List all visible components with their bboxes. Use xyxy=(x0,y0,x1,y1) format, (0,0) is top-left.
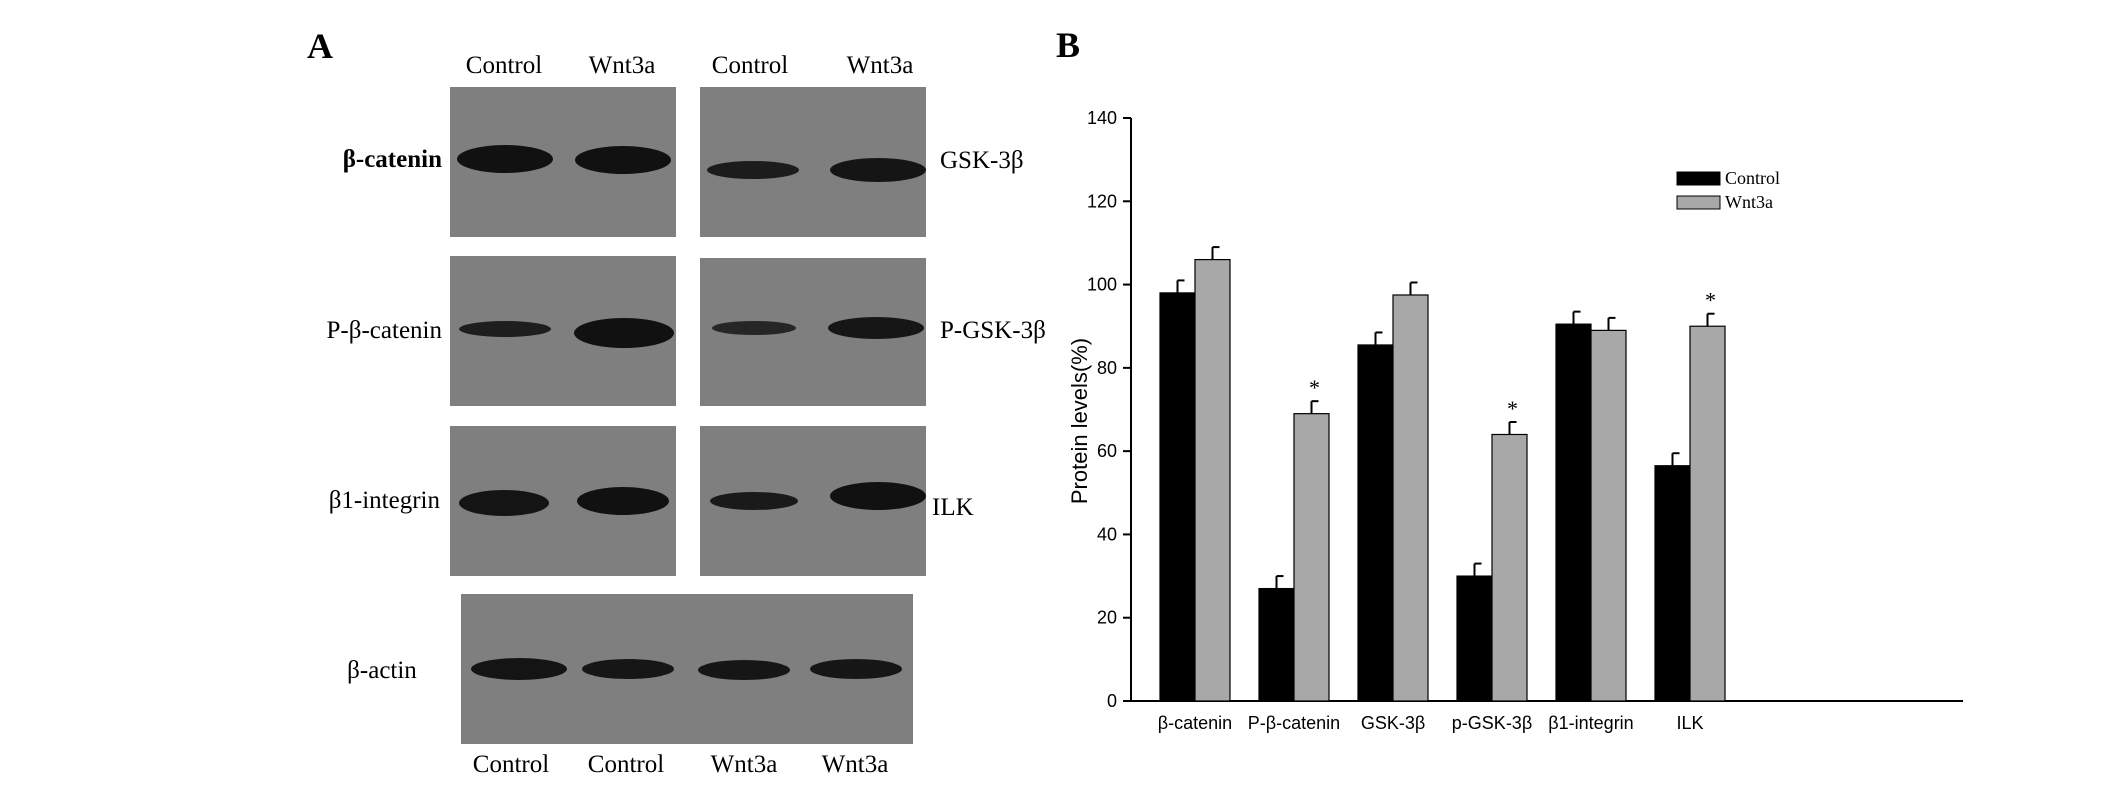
bar-control xyxy=(1456,575,1493,702)
x-tick-label: ILK xyxy=(1676,713,1703,733)
bar-control xyxy=(1555,323,1592,702)
bar-control xyxy=(1159,292,1196,702)
band xyxy=(710,492,798,510)
significance-mark: * xyxy=(1507,396,1518,421)
x-tick-label: β1-integrin xyxy=(1548,713,1633,733)
blot-label-left: P-β-catenin xyxy=(327,317,443,344)
y-tick-label: 60 xyxy=(1097,441,1117,461)
legend-swatch-wnt3a xyxy=(1676,195,1721,210)
top-lane-label: Wnt3a xyxy=(847,52,914,79)
bar-wnt3a xyxy=(1194,258,1231,702)
band xyxy=(830,482,926,510)
band xyxy=(712,321,796,335)
panel-b-letter: B xyxy=(1056,25,1080,65)
x-tick-label: p-GSK-3β xyxy=(1452,713,1532,733)
bar-control xyxy=(1258,587,1295,702)
band xyxy=(457,145,553,173)
legend: Control Wnt3a xyxy=(1676,168,1780,212)
band xyxy=(575,146,671,174)
significance-mark: * xyxy=(1705,288,1716,313)
y-tick-label: 80 xyxy=(1097,358,1117,378)
x-tick-label: P-β-catenin xyxy=(1248,713,1340,733)
bar-wnt3a xyxy=(1689,325,1726,702)
band xyxy=(459,490,549,516)
x-tick-labels: β-catenin P-β-catenin GSK-3β p-GSK-3β β1-int… xyxy=(1158,713,1704,733)
y-tick-label: 120 xyxy=(1087,191,1117,211)
bottom-lane-label: Wnt3a xyxy=(822,751,889,778)
x-tick-label: GSK-3β xyxy=(1361,713,1425,733)
blot-label-left: β-catenin xyxy=(343,146,442,173)
band xyxy=(830,158,926,182)
band xyxy=(582,659,674,679)
bar-wnt3a xyxy=(1590,329,1627,702)
y-axis-title: Protein levels(%) xyxy=(1067,338,1092,504)
band xyxy=(574,318,674,348)
top-lane-label: Control xyxy=(466,52,542,79)
bar-control xyxy=(1357,344,1394,702)
legend-swatch-control xyxy=(1676,171,1721,186)
y-tick-label: 0 xyxy=(1107,691,1117,711)
legend-label-wnt3a: Wnt3a xyxy=(1725,192,1773,212)
bar-wnt3a xyxy=(1293,413,1330,702)
band xyxy=(810,659,902,679)
panel-a-letter: A xyxy=(307,26,333,66)
band xyxy=(828,317,924,339)
y-tick-label: 140 xyxy=(1087,108,1117,128)
y-tick-label: 40 xyxy=(1097,524,1117,544)
bar-control xyxy=(1654,465,1691,702)
top-lane-label: Wnt3a xyxy=(589,52,656,79)
top-lane-label: Control xyxy=(712,52,788,79)
band xyxy=(459,321,551,337)
bottom-lane-label: Wnt3a xyxy=(711,751,778,778)
band xyxy=(707,161,799,179)
blot-label-left: β1-integrin xyxy=(329,487,441,514)
legend-label-control: Control xyxy=(1725,168,1780,188)
x-tick-label: β-catenin xyxy=(1158,713,1232,733)
blot-label-right: ILK xyxy=(932,494,974,521)
bottom-lane-label: Control xyxy=(588,751,664,778)
bottom-lane-label: Control xyxy=(473,751,549,778)
blot-label-actin: β-actin xyxy=(347,657,417,684)
bar-wnt3a xyxy=(1392,294,1429,702)
blot-label-right: GSK-3β xyxy=(940,147,1024,174)
band xyxy=(577,487,669,515)
bars: * * * xyxy=(1159,246,1726,702)
band xyxy=(471,658,567,680)
blot-label-right: P-GSK-3β xyxy=(940,317,1046,344)
panel-b: B Protein levels(%) 0 20 40 60 80 100 120 140 *… xyxy=(1056,25,1963,733)
significance-mark: * xyxy=(1309,375,1320,400)
panel-a: A Control Wnt3a Control Wnt3a β-catenin … xyxy=(307,26,1046,778)
y-tick-label: 20 xyxy=(1097,608,1117,628)
y-ticks: 0 20 40 60 80 100 120 140 xyxy=(1087,108,1131,711)
y-tick-label: 100 xyxy=(1087,275,1117,295)
band xyxy=(698,660,790,680)
bar-wnt3a xyxy=(1491,433,1528,702)
